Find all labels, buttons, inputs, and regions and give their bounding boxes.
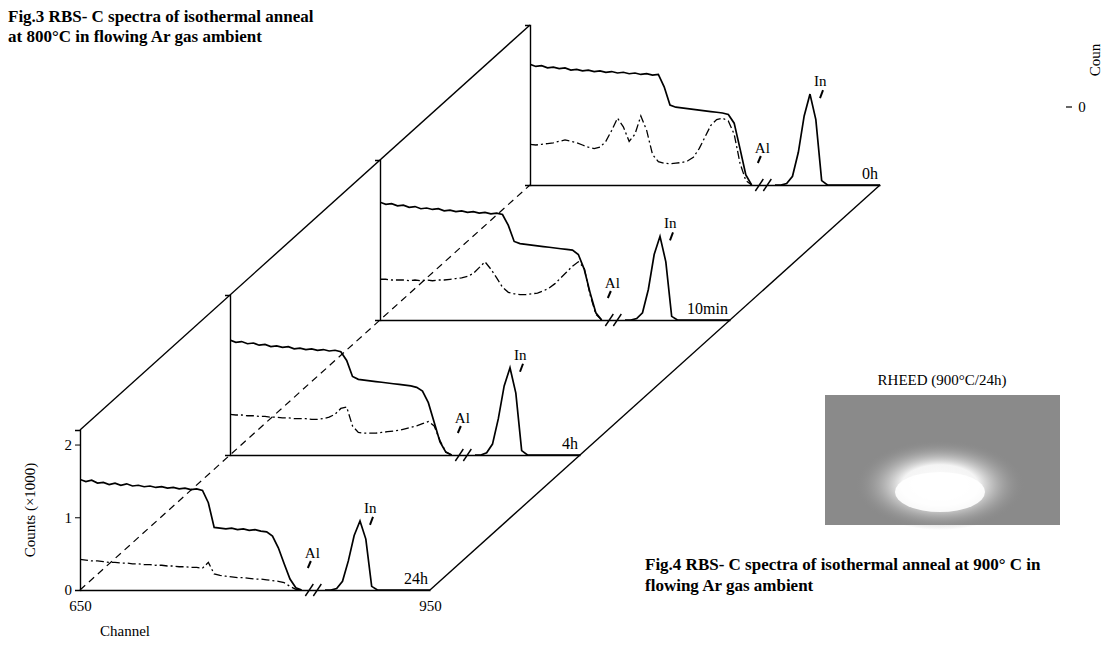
- series-group: [380, 202, 730, 320]
- fragment-axis-title: Coun: [1087, 43, 1103, 76]
- panel-title: 0h: [862, 165, 878, 182]
- axis-break: [763, 179, 771, 191]
- y-axis-title: Counts (×1000): [22, 463, 39, 558]
- annotation: In: [364, 500, 377, 516]
- x-axis: 650 950: [69, 590, 442, 614]
- annotation-mark: [608, 291, 611, 298]
- rheed-spot: [855, 440, 1025, 530]
- plot-area: 0h Al In: [525, 26, 881, 192]
- x-axis-line: [381, 320, 731, 321]
- rheed-spot-core: [895, 472, 985, 512]
- panel-title: 24h: [404, 570, 428, 587]
- plot-area: 10min Al In: [375, 161, 731, 327]
- y-tick: 0: [65, 582, 81, 598]
- x-axis: [231, 455, 581, 456]
- panel: 0 1 2 650 950 24h Al In Counts (×1000) Channel: [22, 431, 442, 640]
- annotation: Al: [455, 410, 470, 426]
- panel: 10min Al In: [375, 161, 731, 327]
- panel-title: 4h: [562, 435, 578, 452]
- x-tick: 650: [69, 590, 92, 614]
- axis-break: [455, 449, 463, 461]
- random-spectrum: [230, 340, 580, 455]
- y-axis: [375, 161, 381, 321]
- y-tick-label: 2: [65, 437, 73, 453]
- guide-top: [80, 25, 530, 430]
- y-axis: [225, 296, 231, 456]
- y-tick-label: 0: [65, 582, 73, 598]
- aligned-spectrum: [230, 407, 452, 455]
- figure-caption: Fig.4 RBS- C spectra of isothermal annea…: [645, 555, 1041, 595]
- x-axis-title: Channel: [100, 623, 150, 639]
- guide-dashed: [80, 185, 530, 590]
- perspective-guides: [80, 25, 880, 590]
- annotation-mark: [308, 561, 311, 568]
- annotation-mark: [758, 156, 761, 163]
- x-axis-line: [81, 590, 431, 591]
- annotation-mark: [370, 517, 373, 525]
- x-tick-label: 950: [419, 598, 442, 614]
- panel: 0h Al In: [525, 26, 881, 192]
- aligned-spectrum: [380, 262, 602, 320]
- y-axis: [525, 26, 531, 186]
- x-tick: 950: [419, 590, 442, 614]
- image-title: RHEED (900°C/24h): [878, 372, 1007, 389]
- y-tick-mark: [75, 590, 80, 591]
- fragment-tick-label: 0: [1078, 99, 1086, 115]
- x-tick-label: 650: [69, 598, 92, 614]
- series-group: [530, 64, 880, 185]
- rheed-image: [825, 395, 1060, 530]
- axis-break: [613, 314, 621, 326]
- panel: 4h Al In: [225, 296, 581, 462]
- x-axis-line: [531, 185, 881, 186]
- annotation: Al: [755, 140, 770, 156]
- y-tick-label: 1: [65, 510, 73, 526]
- axis-break: [605, 314, 613, 326]
- aligned-spectrum: [80, 559, 302, 590]
- guide-bottom-right: [430, 185, 880, 590]
- random-spectrum: [380, 202, 730, 320]
- x-axis: [381, 320, 731, 321]
- fragment-tick-mark: [1066, 106, 1072, 107]
- random-spectrum: [530, 64, 880, 185]
- y-axis-line: [375, 161, 381, 321]
- annotation-mark: [458, 426, 461, 433]
- axis-break: [463, 449, 471, 461]
- x-axis-line: [231, 455, 581, 456]
- plot-area: 0 1 2 650 950 24h Al In Counts (×1000) Channel: [22, 431, 442, 640]
- axis-break: [305, 584, 313, 596]
- y-axis-line: [75, 431, 81, 591]
- y-tick: 1: [65, 510, 81, 526]
- y-axis-line: [225, 296, 231, 456]
- plot-area: 4h Al In: [225, 296, 581, 462]
- panel-title: 10min: [687, 300, 728, 317]
- annotation: Al: [305, 545, 320, 561]
- series-group: [230, 340, 580, 455]
- y-tick-mark: [75, 445, 80, 446]
- x-axis: [531, 185, 881, 186]
- annotation-mark: [520, 364, 523, 372]
- series-group: [80, 479, 430, 590]
- y-axis: 0 1 2: [65, 431, 81, 599]
- annotation-mark: [820, 90, 823, 98]
- annotation: In: [664, 215, 677, 231]
- annotation: In: [514, 347, 527, 363]
- aligned-spectrum: [530, 116, 752, 185]
- y-axis-line: [525, 26, 531, 186]
- annotation: Al: [605, 275, 620, 291]
- axis-break: [755, 179, 763, 191]
- y-tick-mark: [75, 517, 80, 518]
- axis-break: [313, 584, 321, 596]
- figure-title: Fig.3 RBS- C spectra of isothermal annea…: [8, 7, 314, 46]
- annotation-mark: [670, 232, 673, 240]
- annotation: In: [814, 73, 827, 89]
- random-spectrum: [80, 479, 430, 590]
- y-tick: 2: [65, 437, 81, 453]
